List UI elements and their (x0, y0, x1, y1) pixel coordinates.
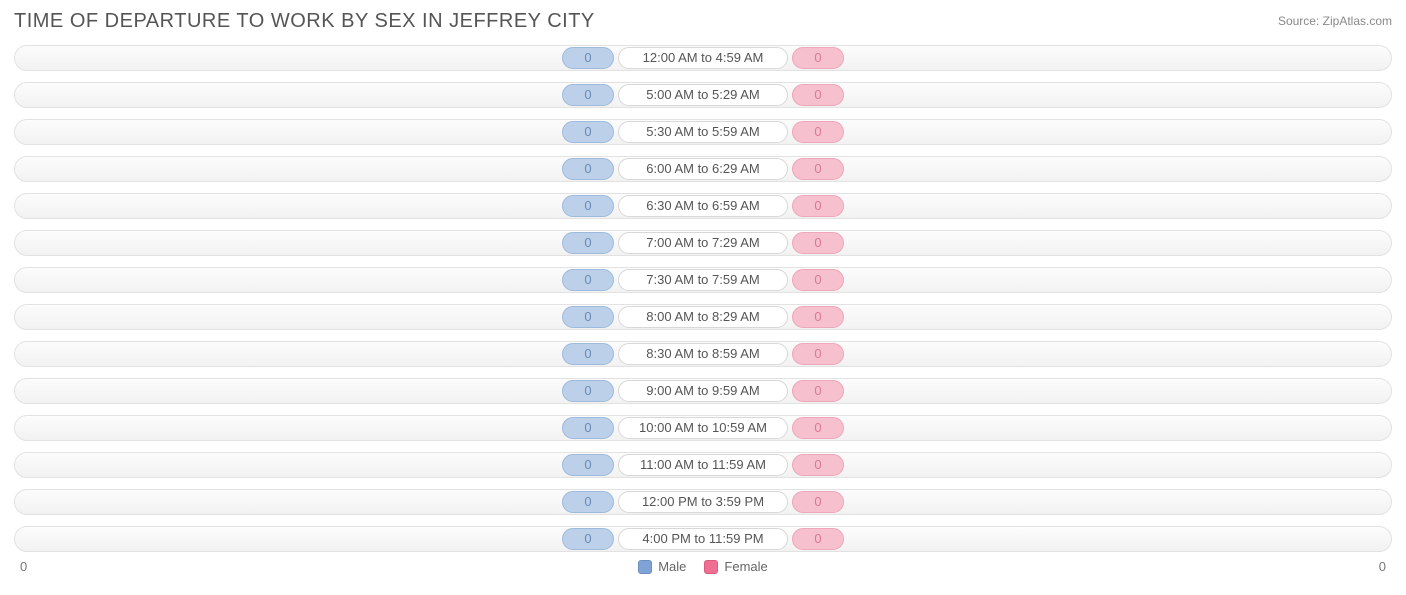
female-value-pill: 0 (792, 84, 844, 106)
legend: Male Female (638, 559, 768, 574)
male-value-pill: 0 (562, 343, 614, 365)
male-value-pill: 0 (562, 491, 614, 513)
row-track: 05:30 AM to 5:59 AM0 (14, 119, 1392, 145)
chart-source: Source: ZipAtlas.com (1278, 14, 1392, 28)
pill-group: 011:00 AM to 11:59 AM0 (562, 454, 844, 476)
female-value-pill: 0 (792, 528, 844, 550)
male-value-pill: 0 (562, 380, 614, 402)
chart-area: 012:00 AM to 4:59 AM005:00 AM to 5:29 AM… (14, 41, 1392, 555)
chart-row: 07:30 AM to 7:59 AM0 (14, 263, 1392, 296)
pill-group: 09:00 AM to 9:59 AM0 (562, 380, 844, 402)
chart-row: 010:00 AM to 10:59 AM0 (14, 411, 1392, 444)
row-label-pill: 11:00 AM to 11:59 AM (618, 454, 788, 476)
pill-group: 04:00 PM to 11:59 PM0 (562, 528, 844, 550)
row-label-pill: 8:00 AM to 8:29 AM (618, 306, 788, 328)
male-value-pill: 0 (562, 232, 614, 254)
male-value-pill: 0 (562, 121, 614, 143)
row-track: 011:00 AM to 11:59 AM0 (14, 452, 1392, 478)
legend-item-male: Male (638, 559, 686, 574)
male-value-pill: 0 (562, 417, 614, 439)
male-value-pill: 0 (562, 306, 614, 328)
row-track: 08:30 AM to 8:59 AM0 (14, 341, 1392, 367)
chart-row: 011:00 AM to 11:59 AM0 (14, 448, 1392, 481)
chart-row: 08:30 AM to 8:59 AM0 (14, 337, 1392, 370)
legend-item-female: Female (704, 559, 767, 574)
pill-group: 012:00 PM to 3:59 PM0 (562, 491, 844, 513)
male-swatch-icon (638, 560, 652, 574)
chart-row: 06:30 AM to 6:59 AM0 (14, 189, 1392, 222)
row-track: 05:00 AM to 5:29 AM0 (14, 82, 1392, 108)
male-value-pill: 0 (562, 454, 614, 476)
female-value-pill: 0 (792, 491, 844, 513)
female-value-pill: 0 (792, 195, 844, 217)
female-value-pill: 0 (792, 454, 844, 476)
row-track: 012:00 PM to 3:59 PM0 (14, 489, 1392, 515)
legend-female-label: Female (724, 559, 767, 574)
row-label-pill: 6:30 AM to 6:59 AM (618, 195, 788, 217)
chart-row: 05:30 AM to 5:59 AM0 (14, 115, 1392, 148)
pill-group: 012:00 AM to 4:59 AM0 (562, 47, 844, 69)
axis-left-value: 0 (20, 559, 27, 574)
row-track: 07:00 AM to 7:29 AM0 (14, 230, 1392, 256)
male-value-pill: 0 (562, 84, 614, 106)
legend-male-label: Male (658, 559, 686, 574)
female-value-pill: 0 (792, 380, 844, 402)
female-value-pill: 0 (792, 232, 844, 254)
row-label-pill: 12:00 PM to 3:59 PM (618, 491, 788, 513)
row-label-pill: 5:00 AM to 5:29 AM (618, 84, 788, 106)
row-label-pill: 6:00 AM to 6:29 AM (618, 158, 788, 180)
row-label-pill: 7:00 AM to 7:29 AM (618, 232, 788, 254)
chart-row: 05:00 AM to 5:29 AM0 (14, 78, 1392, 111)
female-value-pill: 0 (792, 417, 844, 439)
pill-group: 07:00 AM to 7:29 AM0 (562, 232, 844, 254)
row-track: 010:00 AM to 10:59 AM0 (14, 415, 1392, 441)
chart-header: TIME OF DEPARTURE TO WORK BY SEX IN JEFF… (14, 10, 1392, 33)
chart-row: 06:00 AM to 6:29 AM0 (14, 152, 1392, 185)
female-value-pill: 0 (792, 306, 844, 328)
chart-row: 07:00 AM to 7:29 AM0 (14, 226, 1392, 259)
row-label-pill: 5:30 AM to 5:59 AM (618, 121, 788, 143)
male-value-pill: 0 (562, 47, 614, 69)
row-track: 04:00 PM to 11:59 PM0 (14, 526, 1392, 552)
female-value-pill: 0 (792, 158, 844, 180)
row-track: 07:30 AM to 7:59 AM0 (14, 267, 1392, 293)
male-value-pill: 0 (562, 528, 614, 550)
row-label-pill: 7:30 AM to 7:59 AM (618, 269, 788, 291)
pill-group: 010:00 AM to 10:59 AM0 (562, 417, 844, 439)
row-label-pill: 10:00 AM to 10:59 AM (618, 417, 788, 439)
chart-row: 012:00 AM to 4:59 AM0 (14, 41, 1392, 74)
pill-group: 06:00 AM to 6:29 AM0 (562, 158, 844, 180)
chart-footer: 0 Male Female 0 (14, 559, 1392, 574)
row-track: 012:00 AM to 4:59 AM0 (14, 45, 1392, 71)
pill-group: 08:00 AM to 8:29 AM0 (562, 306, 844, 328)
female-value-pill: 0 (792, 269, 844, 291)
chart-row: 08:00 AM to 8:29 AM0 (14, 300, 1392, 333)
male-value-pill: 0 (562, 269, 614, 291)
male-value-pill: 0 (562, 158, 614, 180)
row-label-pill: 4:00 PM to 11:59 PM (618, 528, 788, 550)
pill-group: 08:30 AM to 8:59 AM0 (562, 343, 844, 365)
female-swatch-icon (704, 560, 718, 574)
chart-title: TIME OF DEPARTURE TO WORK BY SEX IN JEFF… (14, 10, 595, 33)
chart-row: 04:00 PM to 11:59 PM0 (14, 522, 1392, 555)
female-value-pill: 0 (792, 343, 844, 365)
male-value-pill: 0 (562, 195, 614, 217)
row-track: 09:00 AM to 9:59 AM0 (14, 378, 1392, 404)
row-track: 08:00 AM to 8:29 AM0 (14, 304, 1392, 330)
pill-group: 07:30 AM to 7:59 AM0 (562, 269, 844, 291)
female-value-pill: 0 (792, 121, 844, 143)
chart-row: 012:00 PM to 3:59 PM0 (14, 485, 1392, 518)
row-label-pill: 12:00 AM to 4:59 AM (618, 47, 788, 69)
row-track: 06:30 AM to 6:59 AM0 (14, 193, 1392, 219)
row-label-pill: 8:30 AM to 8:59 AM (618, 343, 788, 365)
chart-row: 09:00 AM to 9:59 AM0 (14, 374, 1392, 407)
pill-group: 05:30 AM to 5:59 AM0 (562, 121, 844, 143)
female-value-pill: 0 (792, 47, 844, 69)
row-label-pill: 9:00 AM to 9:59 AM (618, 380, 788, 402)
pill-group: 05:00 AM to 5:29 AM0 (562, 84, 844, 106)
row-track: 06:00 AM to 6:29 AM0 (14, 156, 1392, 182)
axis-right-value: 0 (1379, 559, 1386, 574)
pill-group: 06:30 AM to 6:59 AM0 (562, 195, 844, 217)
